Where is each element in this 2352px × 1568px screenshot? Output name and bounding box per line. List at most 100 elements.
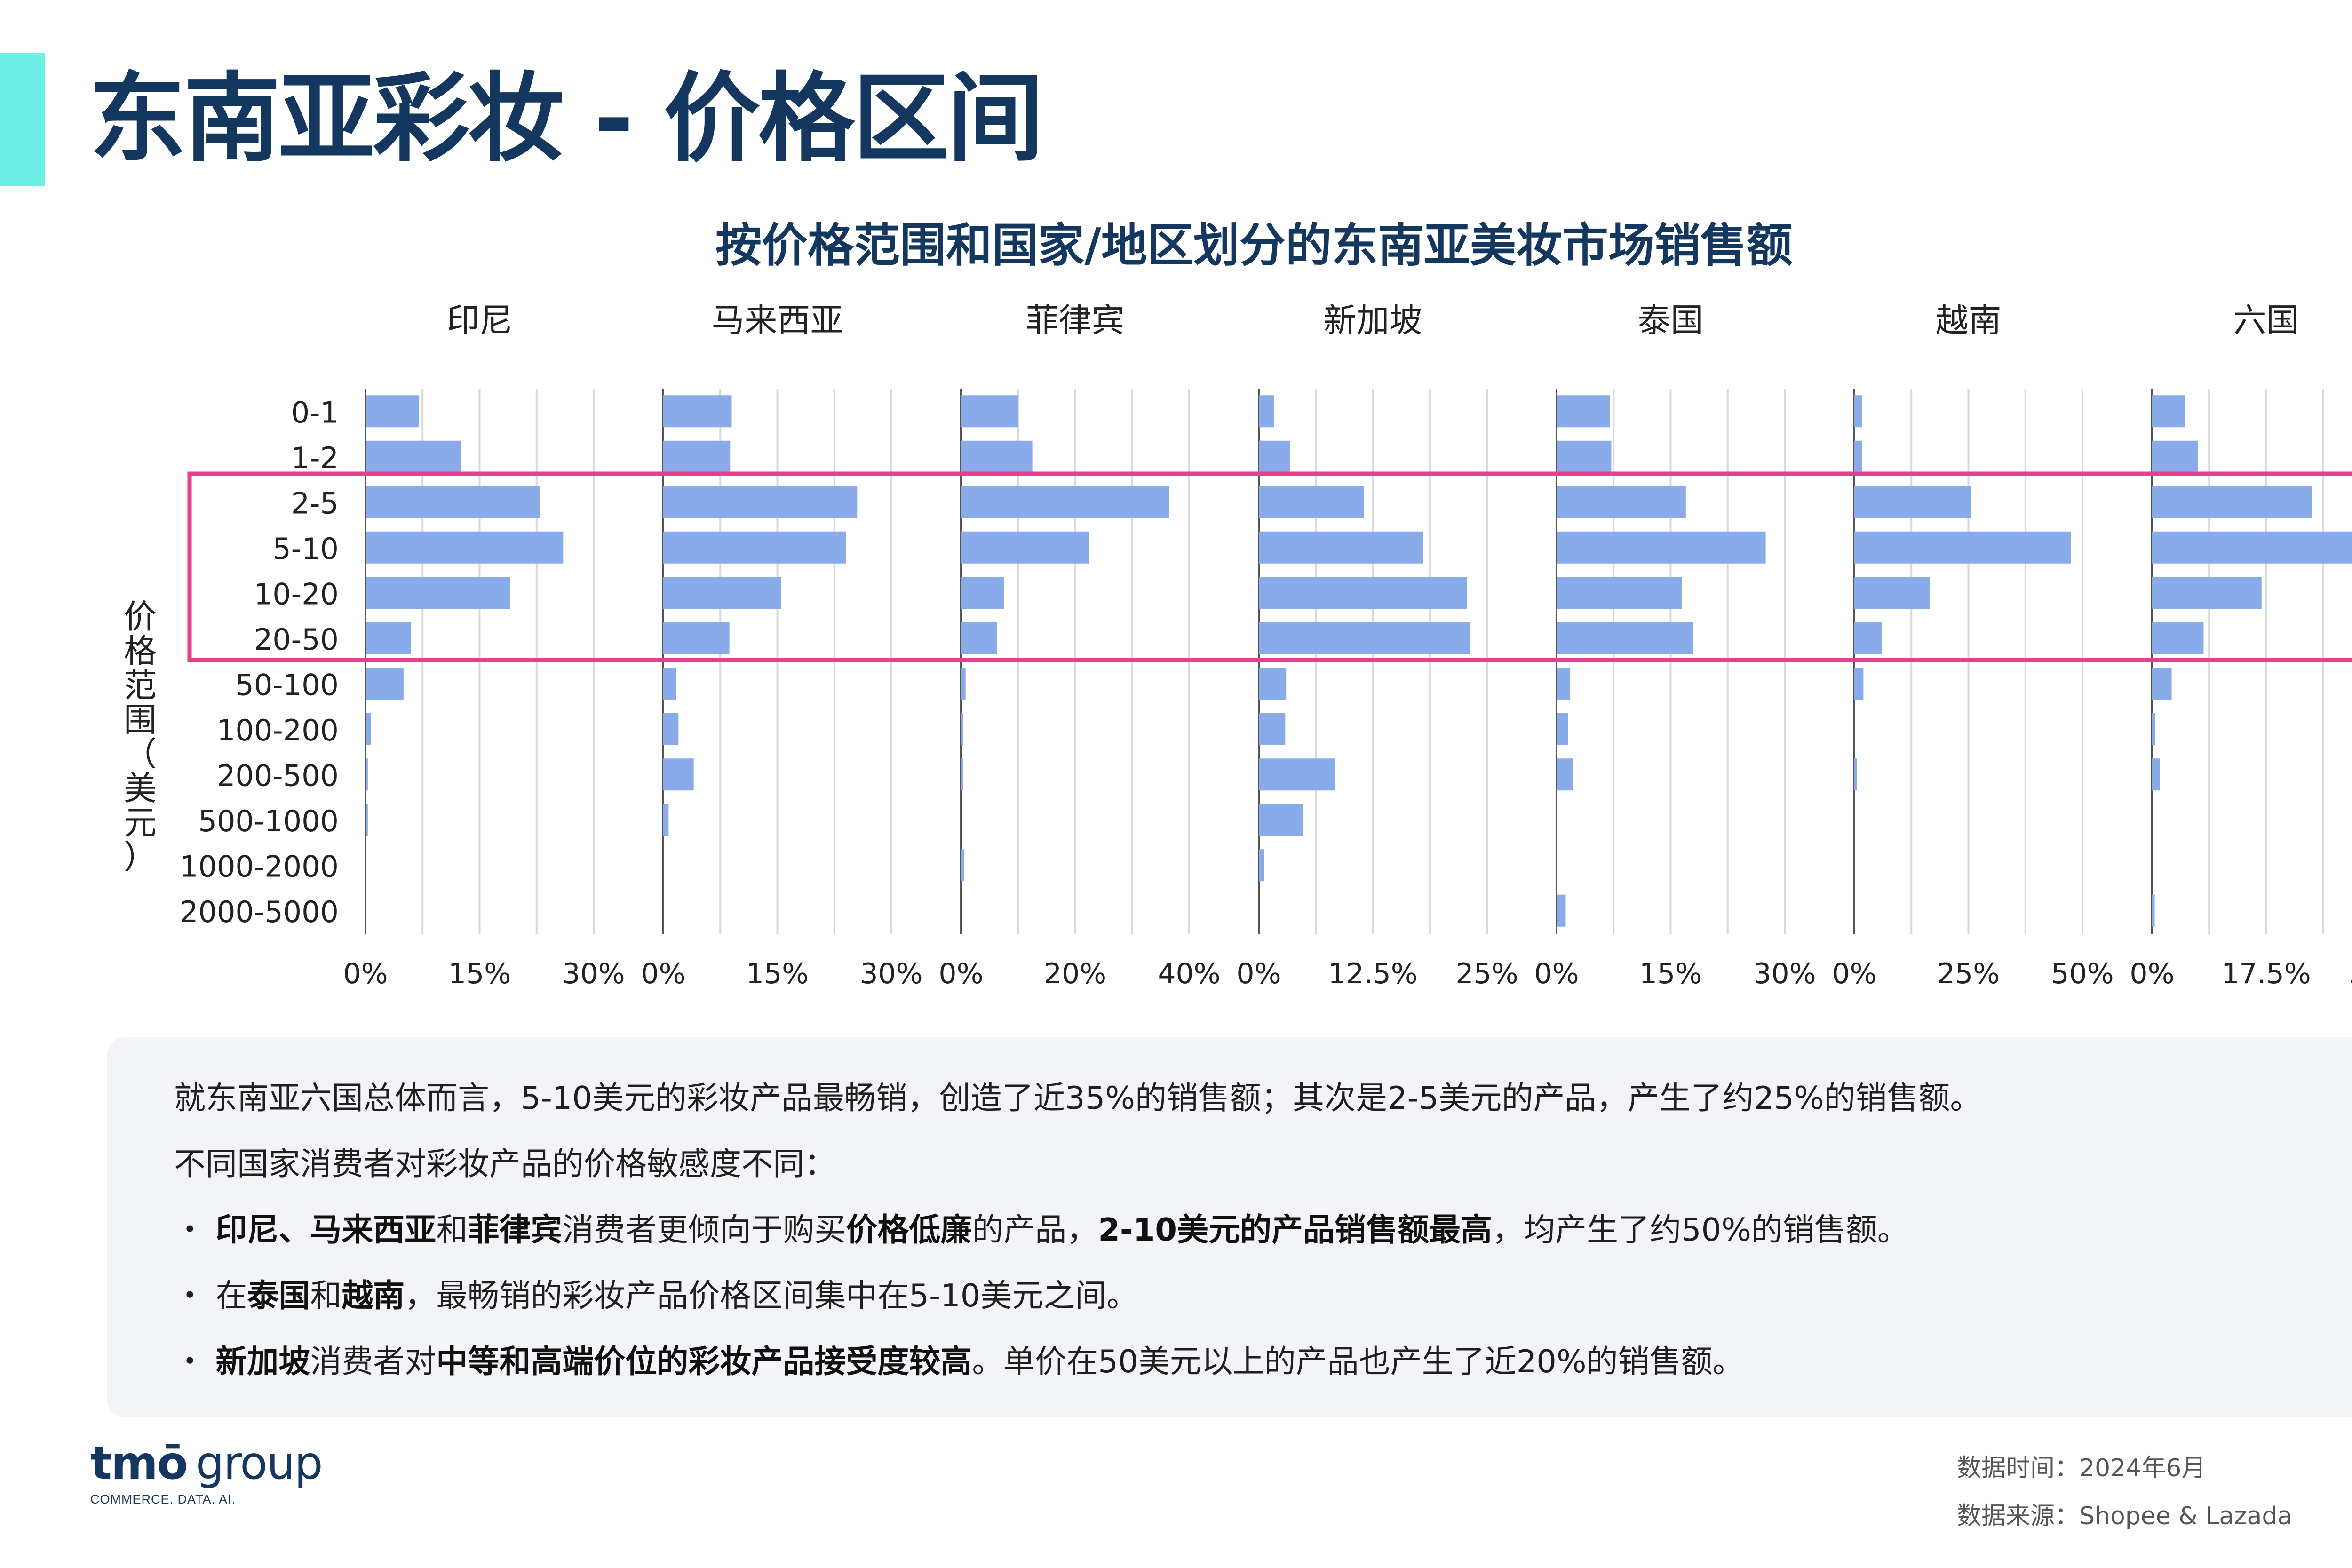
summary-bullet-1: ・ 印尼、马来西亚和菲律宾消费者更倾向于购买价格低廉的产品，2-10美元的产品销… <box>174 1204 1909 1250</box>
bar <box>663 577 781 609</box>
page-title: 东南亚彩妆 - 价格区间 <box>89 63 1044 175</box>
y-axis-label-char: ） <box>124 838 157 876</box>
x-tick-label: 12.5% <box>1328 957 1418 990</box>
bar <box>961 713 963 745</box>
x-tick-label: 0% <box>343 957 388 990</box>
bar <box>1557 758 1573 791</box>
bar <box>1557 713 1568 745</box>
bar <box>961 531 1089 564</box>
bar <box>1557 440 1612 473</box>
bar <box>1557 486 1686 518</box>
panel-title: 印尼 <box>447 301 513 340</box>
x-tick-label: 30% <box>1753 957 1816 990</box>
bar <box>1259 622 1471 654</box>
bullet-2-bold-vietnam: 越南 <box>342 1277 405 1314</box>
bar <box>1259 849 1264 882</box>
category-label: 2000-5000 <box>180 895 339 929</box>
summary-line-1: 就东南亚六国总体而言，5-10美元的彩妆产品最畅销，创造了近35%的销售额；其次… <box>174 1080 1982 1116</box>
bar <box>663 622 730 654</box>
bullet-1-bold-low-price: 价格低廉 <box>846 1211 972 1248</box>
bar <box>1854 577 1930 609</box>
data-source: 数据来源：Shopee & Lazada <box>1957 1502 2293 1530</box>
bar <box>1557 668 1571 700</box>
bar <box>366 577 510 609</box>
panel-title: 越南 <box>1936 301 2002 340</box>
bar <box>366 440 461 473</box>
bar <box>1259 668 1287 700</box>
bullet-1-bold-countries: 印尼、马来西亚 <box>215 1211 437 1248</box>
category-label: 5-10 <box>272 532 339 566</box>
bullet-1-bold-range: 2-10美元的产品销售额最高 <box>1098 1211 1492 1248</box>
bar <box>961 577 1004 609</box>
bar <box>2152 622 2204 654</box>
bar <box>1259 486 1364 518</box>
bar <box>2152 440 2198 473</box>
bar <box>961 668 966 700</box>
bar <box>1854 668 1864 700</box>
y-axis-label-char: 美 <box>124 769 157 808</box>
panel-title: 六国 <box>2233 301 2299 340</box>
title-accent-bar <box>0 53 45 186</box>
x-tick-label: 0% <box>1236 957 1281 990</box>
bar <box>1259 758 1335 791</box>
x-tick-label: 30% <box>562 957 625 990</box>
category-label: 100-200 <box>217 713 339 748</box>
bar <box>1557 622 1693 654</box>
bar <box>663 531 846 564</box>
bar <box>961 622 997 654</box>
x-tick-label: 0% <box>938 957 983 990</box>
x-tick-label: 15% <box>448 957 511 990</box>
x-tick-label: 0% <box>1832 957 1876 990</box>
bar <box>961 395 1018 428</box>
bullet-mark: ・ <box>174 1277 206 1314</box>
summary-bullet-2: ・ 在泰国和越南，最畅销的彩妆产品价格区间集中在5-10美元之间。 <box>174 1270 1138 1316</box>
x-tick-label: 0% <box>2130 957 2174 990</box>
bullet-mark: ・ <box>174 1211 206 1248</box>
logo-tmo: tmō <box>90 1437 188 1489</box>
x-tick-label: 0% <box>641 957 685 990</box>
bullet-3-bold-mid-high: 中等和高端价位的彩妆产品接受度较高 <box>436 1343 972 1380</box>
bar <box>1557 894 1566 927</box>
bar <box>1854 622 1882 654</box>
bar <box>366 486 540 518</box>
bullet-3-text: 。单价在50美元以上的产品也产生了近20%的销售额。 <box>972 1343 1744 1380</box>
y-axis-label-char: 元 <box>124 804 157 842</box>
bar <box>1557 577 1682 609</box>
bullet-1-text: 消费者更倾向于购买 <box>562 1211 846 1248</box>
category-label: 200-500 <box>217 758 339 793</box>
bar <box>2152 713 2155 745</box>
x-tick-label: 15% <box>1639 957 1702 990</box>
y-axis-label-char: （ <box>124 735 157 773</box>
bar <box>961 440 1033 473</box>
bullet-1-text: ，均产生了约50%的销售额。 <box>1492 1211 1909 1248</box>
y-axis-label-char: 格 <box>124 632 157 670</box>
x-tick-label: 20% <box>1044 957 1106 990</box>
category-label: 2-5 <box>291 486 339 520</box>
y-axis-label-char: 价 <box>124 597 157 636</box>
bar <box>663 440 731 473</box>
bar <box>663 804 669 836</box>
panel-title: 菲律宾 <box>1026 301 1125 340</box>
data-date: 数据时间：2024年6月 <box>1957 1454 2206 1482</box>
panel-title: 泰国 <box>1638 301 1704 340</box>
logo-group: group <box>195 1437 323 1489</box>
bar <box>663 668 676 700</box>
bar <box>2152 577 2262 609</box>
bullet-3-bold-singapore: 新加坡 <box>215 1343 310 1380</box>
bar <box>2152 668 2172 700</box>
bar <box>1259 577 1467 609</box>
category-label: 1000-2000 <box>180 849 339 883</box>
tmo-group-logo: tmō group COMMERCE. DATA. AI. <box>90 1441 323 1507</box>
x-tick-label: 40% <box>1158 957 1220 990</box>
bar <box>1557 531 1766 564</box>
category-label: 10-20 <box>254 577 339 611</box>
bar <box>366 758 368 791</box>
category-label: 50-100 <box>235 668 339 702</box>
bullet-2-text: 和 <box>310 1277 342 1314</box>
bar <box>2152 395 2185 428</box>
bar <box>2152 758 2160 791</box>
panel-title: 新加坡 <box>1324 301 1422 340</box>
bar <box>366 668 404 700</box>
bullet-2-bold-thailand: 泰国 <box>247 1277 310 1314</box>
x-tick-label: 50% <box>2051 957 2114 990</box>
